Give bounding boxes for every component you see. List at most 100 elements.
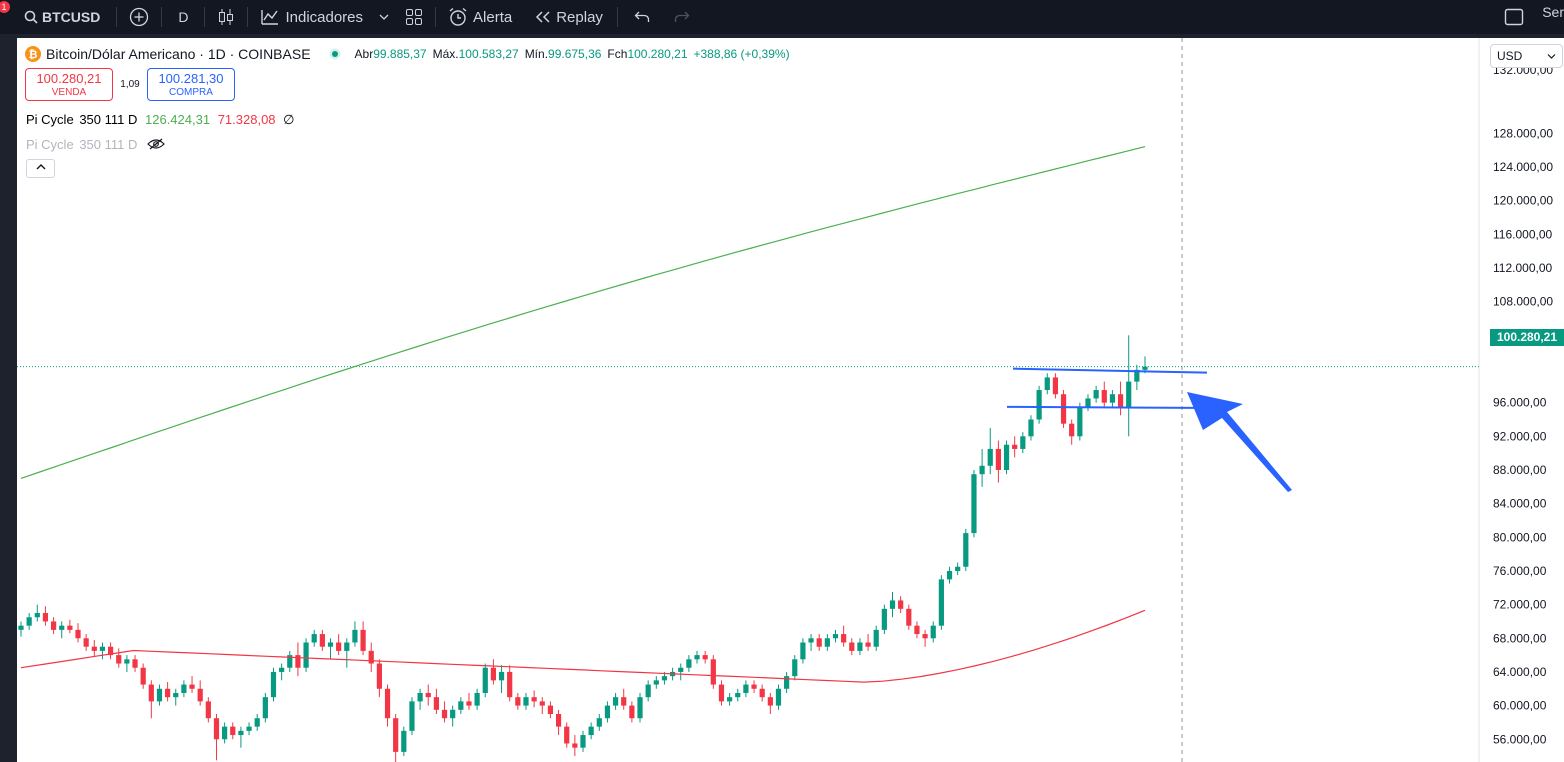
candle-body: [1085, 398, 1091, 407]
candle-body: [865, 642, 871, 647]
indicator-value-long: 126.424,31: [145, 112, 211, 127]
candle-body: [792, 659, 798, 677]
indicators-button[interactable]: Indicadores: [252, 0, 397, 34]
low-value: 99.675,36: [548, 47, 602, 61]
top-toolbar: 1 BTCUSD D Indicadores Alerta: [0, 0, 1564, 34]
candle-body: [262, 697, 268, 719]
candle-body: [279, 667, 285, 672]
notification-badge[interactable]: 1: [0, 1, 10, 13]
candle-body: [34, 613, 40, 618]
layout-icon: [406, 9, 423, 25]
candle-body: [702, 655, 708, 660]
svg-text:₿: ₿: [29, 49, 38, 61]
symbol-title[interactable]: Bitcoin/Dólar Americano · 1D · COINBASE: [46, 46, 311, 62]
undo-icon: [634, 11, 650, 22]
buy-button[interactable]: 100.281,30 COMPRA: [147, 68, 235, 101]
candle-body: [881, 608, 887, 630]
toolbar-divider: [616, 7, 618, 27]
candle-body: [401, 730, 407, 752]
indicator-legend-pi-cycle-hidden[interactable]: Pi Cycle 350 111 D: [26, 137, 165, 152]
indicator-params: 350 111 D: [79, 112, 138, 127]
layouts-button[interactable]: [397, 0, 431, 34]
change-value: +388,86 (+0,39%): [693, 47, 790, 61]
candle-body: [987, 448, 993, 466]
candle-body: [368, 650, 374, 664]
current-price-label: 100.280,21: [1490, 329, 1564, 346]
candle-body: [686, 659, 692, 668]
candle-body: [270, 671, 277, 698]
replay-button[interactable]: Replay: [526, 0, 611, 34]
price-axis-label: 124.000,00: [1493, 160, 1553, 174]
eye-hidden-icon[interactable]: [147, 138, 165, 150]
interval-button[interactable]: D: [166, 0, 200, 34]
indicator-name: Pi Cycle: [26, 112, 74, 127]
candle-body: [181, 684, 187, 693]
candle-body: [1020, 436, 1026, 449]
chart-type-button[interactable]: [209, 0, 243, 34]
resistance-line: [1012, 367, 1208, 374]
candle-body: [1126, 381, 1132, 407]
price-axis-label: 64.000,00: [1493, 665, 1547, 679]
candle-body: [83, 638, 89, 647]
candle-body: [230, 726, 236, 736]
price-axis-label: 120.000,00: [1493, 194, 1553, 208]
candle-body: [91, 646, 97, 651]
low-label: Mín.: [524, 47, 549, 61]
indicator-name: Pi Cycle: [26, 137, 74, 152]
candle-body: [1028, 419, 1034, 437]
toolbar-divider: [204, 7, 206, 27]
chevron-up-icon: [36, 164, 45, 170]
candle-body: [165, 688, 171, 698]
candle-body: [727, 697, 733, 702]
redo-button[interactable]: [662, 0, 702, 34]
alert-button[interactable]: Alerta: [440, 0, 520, 34]
currency-select[interactable]: USD: [1490, 44, 1563, 68]
candle-body: [173, 692, 179, 698]
compare-button[interactable]: [121, 0, 157, 34]
indicator-legend-pi-cycle[interactable]: Pi Cycle 350 111 D 126.424,31 71.328,08 …: [26, 112, 295, 128]
price-axis-label: 128.000,00: [1493, 126, 1553, 140]
candle-body: [393, 718, 399, 752]
candle-body: [841, 634, 847, 643]
candle-body: [1044, 377, 1050, 391]
share-button[interactable]: Ser: [1534, 0, 1564, 24]
candle-body: [1003, 444, 1010, 470]
chevron-down-icon[interactable]: [379, 13, 389, 21]
candle-body: [376, 663, 382, 689]
spread-value: 1,09: [120, 79, 140, 90]
undo-button[interactable]: [622, 0, 662, 34]
sell-button[interactable]: 100.280,21 VENDA: [25, 68, 113, 101]
candle-body: [344, 642, 350, 651]
candle-body: [555, 714, 562, 727]
candle-body: [629, 705, 635, 719]
candle-body: [50, 621, 57, 630]
candle-body: [425, 692, 431, 698]
price-axis-label: 72.000,00: [1493, 598, 1547, 612]
candle-body: [930, 625, 936, 639]
candle-body: [889, 600, 896, 609]
chart-pane[interactable]: 132.000,00 128.000,00 124.000,00 120.000,00…: [17, 38, 1564, 762]
fullscreen-button[interactable]: [1494, 0, 1534, 34]
candle-body: [1069, 423, 1075, 437]
bitcoin-icon: ₿: [25, 46, 41, 62]
price-axis-label: 96.000,00: [1493, 396, 1547, 410]
alert-label: Alerta: [473, 8, 513, 26]
symbol-search[interactable]: BTCUSD: [0, 0, 108, 34]
candle-body: [384, 688, 391, 719]
price-chart[interactable]: 132.000,00128.000,00124.000,00120.000,00…: [17, 38, 1564, 762]
candle-body: [971, 474, 977, 534]
candle-body: [955, 566, 961, 571]
candle-body: [124, 659, 130, 664]
toolbar-divider: [116, 7, 118, 27]
candle-body: [238, 730, 244, 736]
candle-body: [515, 697, 521, 706]
candle-body: [898, 600, 904, 609]
add-symbol-icon: [130, 7, 149, 27]
indicators-label: Indicadores: [285, 8, 364, 26]
candle-body: [67, 625, 73, 630]
collapse-legend-button[interactable]: [26, 159, 55, 178]
price-axis-label: 68.000,00: [1493, 631, 1547, 645]
chart-legend: ₿ Bitcoin/Dólar Americano · 1D · COINBAS…: [25, 44, 790, 106]
high-value: 100.583,27: [458, 47, 519, 61]
candle-body: [197, 688, 203, 702]
